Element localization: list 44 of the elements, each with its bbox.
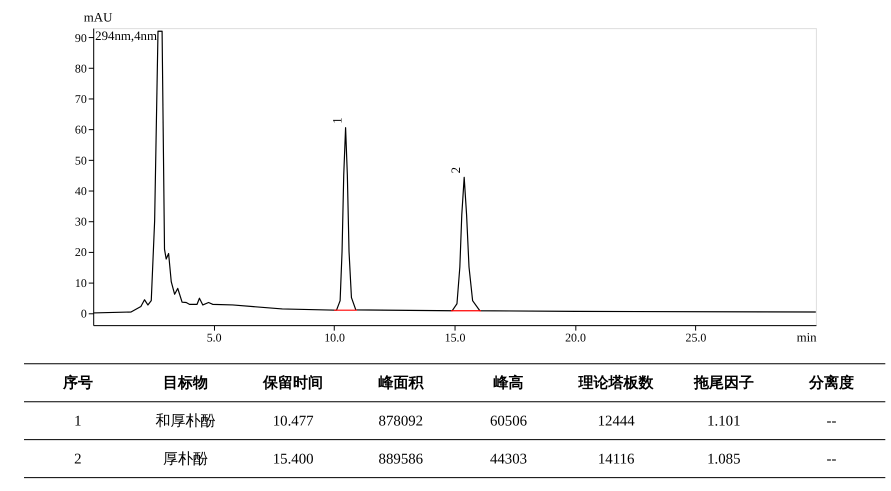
text: 10.477 [272, 414, 314, 430]
y-tick-label: 60 [74, 122, 87, 137]
category-label: 序号 [62, 374, 93, 392]
text: 14116 [598, 452, 634, 468]
y-tick-label: 90 [74, 30, 87, 45]
category-label: 峰高 [493, 374, 524, 392]
text: 12444 [598, 414, 636, 430]
y-axis-title: mAU [84, 10, 114, 25]
text: 44303 [490, 452, 528, 468]
x-tick-label: 15.0 [444, 330, 466, 345]
y-tick-label: 30 [74, 214, 87, 229]
y-tick-label: 10 [74, 276, 87, 290]
text: 和厚朴酚 [156, 412, 216, 430]
annotation: 1 [330, 117, 345, 124]
y-tick-label: 20 [74, 245, 87, 260]
text: 889586 [378, 452, 424, 468]
category-label: 理论塔板数 [578, 374, 655, 392]
text: 15.400 [272, 452, 314, 468]
annotation: 2 [449, 166, 464, 174]
text: 60506 [490, 414, 528, 430]
category-label: 峰面积 [378, 374, 424, 392]
x-tick-label: 10.0 [324, 330, 346, 345]
y-tick-label: 0 [80, 306, 87, 320]
category-label: 分离度 [808, 374, 854, 392]
category-label: 目标物 [163, 374, 208, 392]
y-tick-label: 50 [74, 153, 87, 168]
y-tick-label: 40 [74, 184, 87, 198]
y-tick-label: 70 [74, 92, 87, 106]
annotation: 294nm,4nm [95, 29, 157, 44]
category-label: 拖尾因子 [692, 374, 754, 392]
x-axis-title: min [796, 330, 818, 345]
text: 2 [74, 452, 82, 468]
text: 1.101 [707, 414, 741, 430]
x-tick-label: 20.0 [565, 330, 586, 345]
text: 1 [74, 414, 82, 430]
text: 1.085 [707, 452, 741, 468]
x-tick-label: 5.0 [206, 330, 222, 345]
x-tick-label: 25.0 [686, 330, 706, 345]
text: -- [826, 452, 836, 468]
y-tick-label: 80 [74, 61, 87, 76]
text: 厚朴酚 [163, 450, 208, 468]
text: 878092 [378, 414, 424, 430]
category-label: 保留时间 [262, 374, 324, 392]
text: -- [826, 414, 836, 430]
